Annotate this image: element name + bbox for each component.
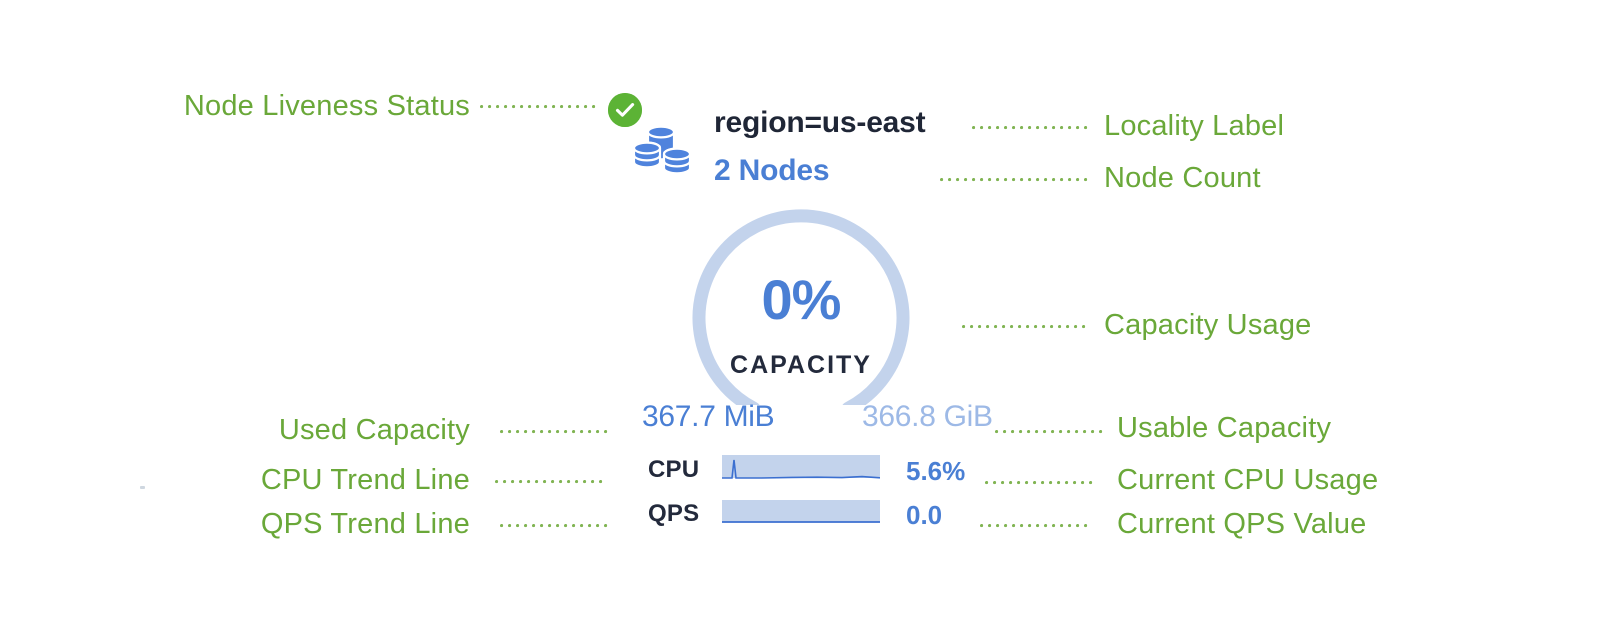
capacity-percent: 0% (761, 268, 842, 331)
leader-current-qps-value (980, 524, 1092, 528)
annotation-node-liveness-status: Node Liveness Status (183, 90, 470, 122)
cpu-sparkline (722, 455, 880, 481)
annotation-capacity-usage: Capacity Usage (1104, 309, 1312, 341)
used-capacity-value: 367.7 MiB (642, 400, 775, 433)
annotation-used-capacity: Used Capacity (278, 414, 470, 446)
qps-label: QPS (648, 500, 700, 527)
annotation-qps-trend-line: QPS Trend Line (260, 508, 470, 540)
leader-cpu-trend-line (495, 480, 607, 484)
qps-value: 0.0 (906, 500, 943, 530)
node-count-value[interactable]: 2 Nodes (714, 154, 830, 187)
annotation-usable-capacity: Usable Capacity (1117, 412, 1332, 444)
leader-capacity-usage (962, 325, 1090, 329)
leader-current-cpu-usage (985, 481, 1095, 485)
cpu-label: CPU (648, 456, 700, 483)
capacity-gauge (645, 200, 957, 405)
check-circle-icon[interactable] (608, 93, 642, 127)
annotation-locality-label: Locality Label (1104, 110, 1285, 142)
qps-sparkline (722, 500, 880, 526)
annotation-node-count: Node Count (1104, 162, 1261, 194)
annotation-current-cpu-usage: Current CPU Usage (1117, 464, 1379, 496)
leader-usable-capacity (995, 430, 1103, 434)
annotation-cpu-trend-line: CPU Trend Line (260, 464, 470, 496)
cpu-value: 5.6% (906, 456, 966, 486)
annotation-current-qps-value: Current QPS Value (1117, 508, 1367, 540)
usable-capacity-value: 366.8 GiB (862, 400, 993, 433)
leader-node-count (940, 178, 1090, 182)
capacity-caption: CAPACITY (730, 351, 872, 379)
leader-qps-trend-line (500, 524, 612, 528)
leader-locality-label (972, 126, 1090, 130)
leader-node-liveness-status (480, 105, 600, 109)
leader-used-capacity (500, 430, 610, 434)
database-stack-icon (630, 118, 696, 180)
stray-dot (140, 486, 145, 489)
locality-label-value: region=us-east (714, 106, 926, 139)
